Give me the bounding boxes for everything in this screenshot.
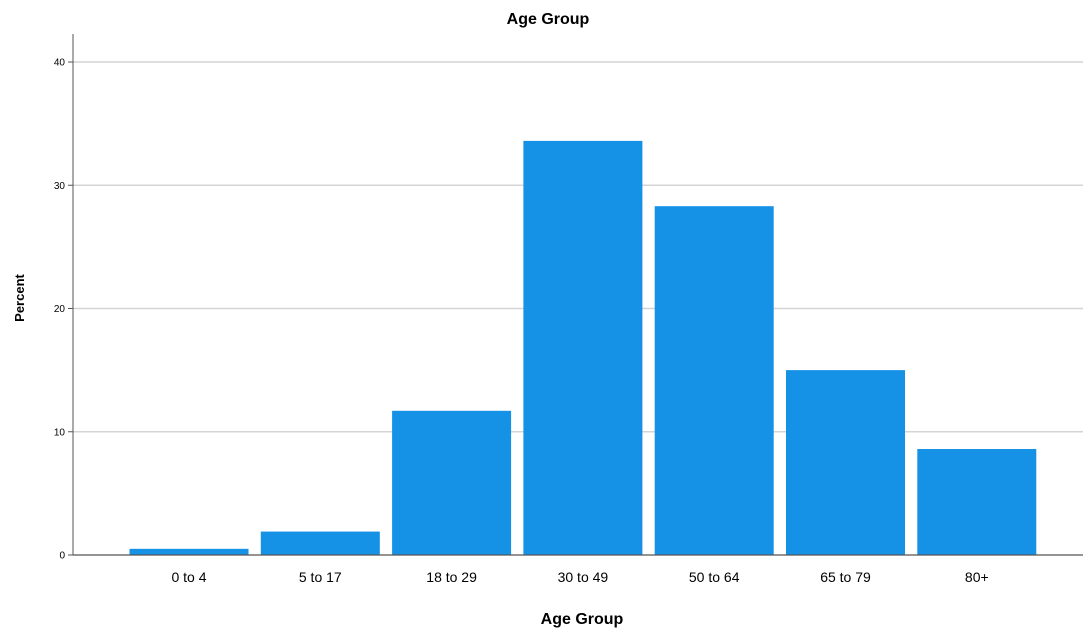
bar xyxy=(260,531,380,555)
x-tick-label: 18 to 29 xyxy=(426,569,477,585)
x-tick-label: 50 to 64 xyxy=(689,569,740,585)
bar xyxy=(786,370,905,555)
y-tick-labels: 0 10 20 30 40 xyxy=(54,58,66,562)
x-tick-labels: 0 to 4 5 to 17 18 to 29 30 to 49 50 to 64 65 … xyxy=(171,569,988,585)
bar xyxy=(917,449,1037,555)
x-tick-label: 65 to 79 xyxy=(820,569,871,585)
bars xyxy=(129,140,1037,555)
chart-title: Age Group xyxy=(507,11,590,28)
y-axis-label: Percent xyxy=(12,273,27,321)
x-tick-label: 0 to 4 xyxy=(171,569,206,585)
axes xyxy=(72,34,1083,556)
y-tick-label: 10 xyxy=(54,427,66,438)
x-tick-label: 5 to 17 xyxy=(299,569,342,585)
x-tick-label: 30 to 49 xyxy=(558,569,609,585)
y-tick-label: 30 xyxy=(54,181,66,192)
x-axis-label: Age Group xyxy=(541,611,624,628)
y-tick-label: 20 xyxy=(54,304,66,315)
bar xyxy=(129,548,249,555)
y-tick-label: 0 xyxy=(59,551,65,562)
bar xyxy=(392,410,512,555)
bar xyxy=(654,206,774,555)
bar xyxy=(523,140,643,555)
x-tick-label: 80+ xyxy=(965,569,989,585)
y-tick-label: 40 xyxy=(54,58,66,69)
